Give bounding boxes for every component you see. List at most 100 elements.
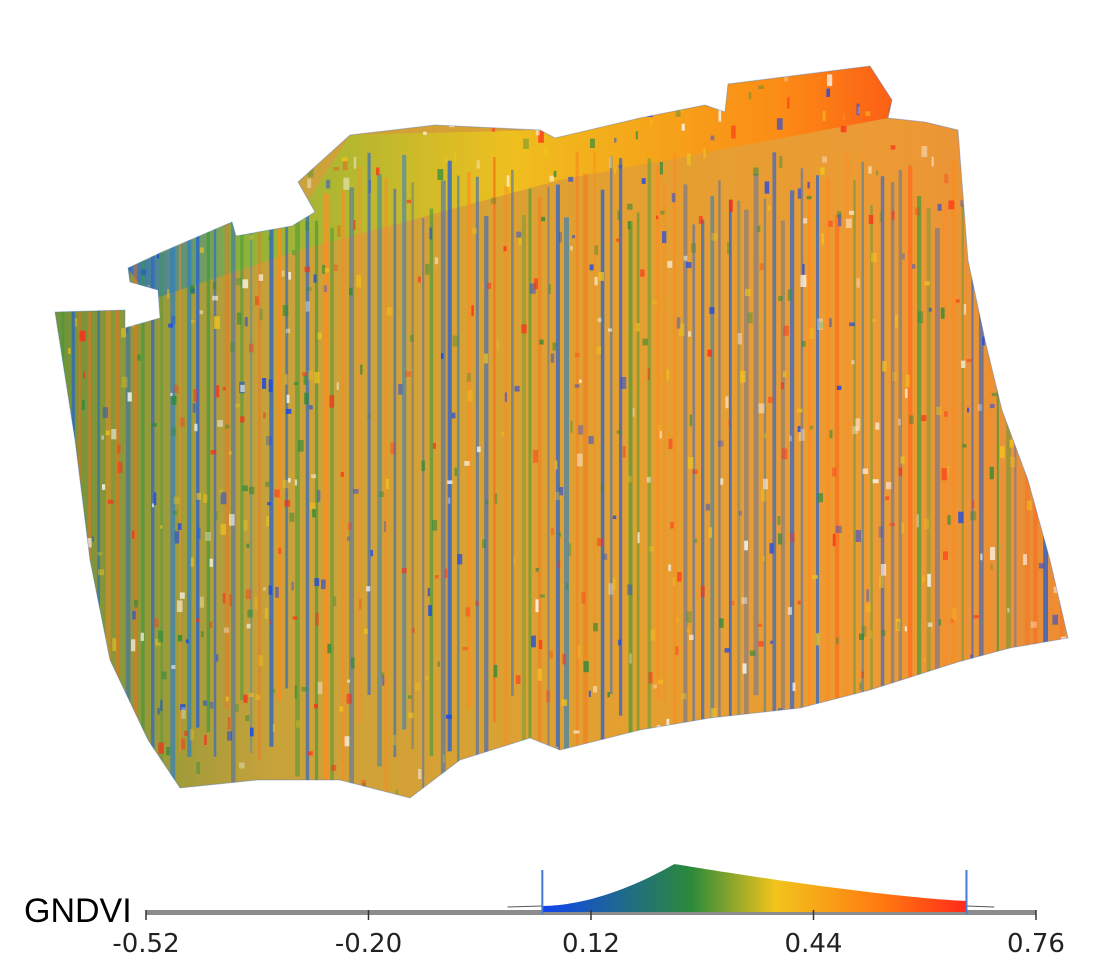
pixel-speckle (220, 523, 227, 535)
pixel-speckle (126, 231, 130, 241)
pixel-speckle (464, 778, 471, 790)
pixel-speckle (213, 316, 220, 329)
pixel-speckle (894, 315, 898, 328)
pixel-speckle (253, 101, 257, 105)
pixel-speckle (432, 442, 436, 449)
crop-row-stripe (323, 193, 329, 790)
pixel-speckle (895, 618, 901, 631)
pixel-speckle (948, 200, 955, 210)
pixel-speckle (768, 396, 774, 403)
pixel-speckle (313, 274, 317, 283)
pixel-speckle (238, 95, 244, 100)
pixel-speckle (246, 623, 251, 629)
pixel-speckle (140, 77, 145, 84)
pixel-speckle (153, 492, 157, 506)
pixel-speckle (869, 630, 873, 639)
pixel-speckle (493, 664, 498, 678)
pixel-speckle (114, 707, 120, 720)
crop-row-stripe (88, 164, 91, 797)
crop-row-stripe (457, 175, 460, 798)
pixel-speckle (885, 733, 889, 744)
pixel-speckle (1001, 228, 1008, 233)
pixel-speckle (549, 650, 553, 659)
pixel-speckle (617, 639, 622, 646)
pixel-speckle (120, 740, 126, 754)
pixel-speckle (303, 375, 307, 385)
pixel-speckle (353, 489, 359, 494)
crop-row-stripe (555, 184, 560, 798)
gndvi-orthomosaic-map[interactable] (0, 0, 1108, 830)
pixel-speckle (1020, 768, 1025, 772)
pixel-speckle (909, 415, 914, 424)
pixel-speckle (968, 92, 973, 98)
pixel-speckle (846, 696, 851, 704)
crop-row-stripe (844, 153, 850, 793)
pixel-speckle (245, 589, 251, 600)
pixel-speckle (462, 646, 468, 651)
crop-row-stripe (610, 156, 613, 695)
crop-row-stripe (170, 218, 176, 798)
pixel-speckle (160, 525, 163, 529)
pixel-speckle (447, 497, 451, 504)
pixel-speckle (314, 578, 320, 587)
crop-row-stripe (916, 196, 922, 798)
pixel-speckle (772, 790, 778, 794)
pixel-speckle (816, 633, 820, 646)
pixel-speckle (686, 611, 692, 623)
pixel-speckle (895, 793, 901, 798)
pixel-speckle (150, 214, 154, 225)
pixel-speckle (544, 145, 549, 157)
pixel-speckle (600, 484, 604, 492)
pixel-speckle (380, 672, 385, 677)
pixel-speckle (121, 184, 126, 196)
pixel-speckle (158, 742, 164, 754)
pixel-speckle (921, 575, 925, 583)
pixel-speckle (174, 531, 180, 544)
pixel-speckle (210, 450, 217, 455)
pixel-speckle (62, 650, 67, 655)
pixel-speckle (555, 746, 559, 754)
pixel-speckle (892, 371, 897, 381)
pixel-speckle (668, 438, 673, 449)
pixel-speckle (344, 736, 350, 747)
pixel-speckle (212, 281, 217, 290)
pixel-speckle (230, 105, 236, 109)
pixel-speckle (1033, 184, 1038, 189)
pixel-speckle (963, 303, 967, 315)
pixel-speckle (709, 307, 715, 314)
pixel-speckle (858, 633, 865, 640)
legend-scale: -0.52 -0.20 0.12 0.44 0.76 (112, 864, 1065, 959)
pixel-speckle (183, 77, 189, 88)
crop-row-stripe (475, 176, 479, 764)
pixel-speckle (313, 703, 318, 709)
pixel-speckle (373, 112, 378, 118)
pixel-speckle (568, 176, 574, 182)
pixel-speckle (271, 689, 276, 693)
pixel-speckle (962, 443, 967, 448)
pixel-speckle (724, 648, 730, 653)
pixel-speckle (921, 415, 927, 422)
pixel-speckle (307, 751, 313, 756)
pixel-speckle (861, 671, 864, 679)
tick-label: -0.20 (335, 929, 402, 959)
crop-row-stripe (800, 168, 804, 770)
crop-row-stripe (503, 185, 509, 759)
pixel-speckle (347, 536, 350, 541)
pixel-speckle (491, 120, 496, 132)
pixel-speckle (989, 466, 994, 480)
pixel-speckle (279, 201, 286, 208)
pixel-speckle (180, 704, 186, 711)
pixel-speckle (818, 321, 823, 329)
pixel-speckle (671, 193, 676, 203)
pixel-speckle (683, 255, 688, 261)
pixel-speckle (417, 769, 422, 779)
pixel-speckle (227, 717, 231, 730)
pixel-speckle (950, 618, 954, 623)
pixel-speckle (821, 233, 825, 245)
pixel-speckle (987, 715, 992, 725)
pixel-speckle (817, 318, 823, 330)
pixel-speckle (689, 634, 694, 641)
pixel-speckle (153, 618, 159, 628)
pixel-speckle (476, 446, 481, 453)
pixel-speckle (235, 277, 242, 286)
